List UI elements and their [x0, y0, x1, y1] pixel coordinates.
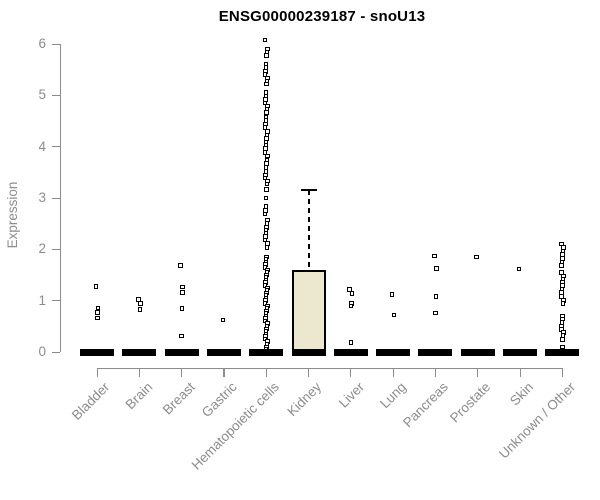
- outlier-point: [348, 303, 354, 309]
- y-tick-label: 5: [38, 87, 46, 103]
- median-bar: [164, 349, 199, 356]
- x-category-label: Bladder: [69, 379, 113, 423]
- outlier-point: [179, 306, 185, 311]
- x-category-label: Lung: [377, 379, 410, 412]
- outlier-point: [138, 300, 143, 306]
- outlier-point: [264, 187, 269, 193]
- outlier-point: [264, 244, 270, 250]
- x-category-label: Kidney: [284, 379, 325, 420]
- median-bar: [418, 349, 453, 356]
- outlier-point: [560, 344, 565, 350]
- x-category-label: Breast: [159, 379, 198, 418]
- median-bar: [503, 349, 537, 356]
- outlier-point: [264, 52, 269, 58]
- outlier-point: [95, 305, 101, 311]
- outlier-point: [389, 292, 395, 297]
- median-bar: [291, 349, 326, 356]
- outlier-point: [95, 310, 100, 315]
- x-category-label: Liver: [335, 379, 367, 411]
- y-tick-mark: [52, 146, 60, 148]
- outlier-point: [560, 337, 565, 342]
- y-tick-mark: [52, 351, 60, 353]
- x-category-label: Prostate: [447, 379, 494, 426]
- outlier-point: [432, 253, 437, 259]
- outlier-point: [474, 254, 479, 260]
- x-tick-mark: [96, 368, 98, 377]
- x-tick-mark: [477, 368, 479, 377]
- x-tick-mark: [138, 368, 140, 377]
- x-tick-mark: [265, 368, 267, 377]
- x-tick-mark: [519, 368, 521, 377]
- outlier-point: [559, 262, 564, 268]
- x-tick-mark: [561, 368, 563, 377]
- y-tick-mark: [52, 248, 60, 251]
- outlier-point: [391, 312, 397, 318]
- outlier-point: [180, 284, 185, 290]
- median-bar: [80, 349, 114, 356]
- y-tick-mark: [52, 43, 60, 45]
- y-tick-mark: [52, 94, 60, 97]
- y-tick-label: 1: [38, 292, 46, 308]
- outlier-point: [262, 37, 268, 43]
- x-tick-mark: [392, 368, 394, 377]
- x-tick-mark: [350, 368, 352, 377]
- median-bar: [206, 349, 241, 356]
- y-axis-line: [60, 44, 62, 352]
- x-tick-mark: [308, 368, 310, 377]
- outlier-point: [264, 181, 270, 187]
- whisker-cap: [300, 188, 317, 191]
- median-bar: [376, 349, 411, 356]
- outlier-point: [95, 315, 100, 321]
- median-bar: [122, 349, 157, 356]
- outlier-point: [137, 307, 143, 312]
- x-category-label: Hematopoietic cells: [188, 379, 283, 473]
- median-bar: [460, 349, 495, 356]
- x-tick-mark: [181, 368, 183, 377]
- outlier-point: [93, 283, 99, 289]
- x-tick-mark: [434, 368, 437, 377]
- outlier-point: [434, 266, 439, 271]
- outlier-point: [349, 291, 355, 296]
- outlier-point: [516, 266, 522, 272]
- y-tick-label: 0: [38, 344, 46, 359]
- y-tick-mark: [52, 197, 60, 199]
- box: [291, 269, 326, 352]
- outlier-point: [262, 211, 268, 217]
- x-category-label: Brain: [122, 379, 156, 413]
- outlier-point: [433, 294, 439, 299]
- outlier-point: [220, 317, 226, 323]
- x-category-label: Unknown / Other: [495, 379, 579, 462]
- outlier-point: [560, 301, 566, 307]
- median-bar: [545, 349, 580, 356]
- outlier-point: [264, 81, 269, 87]
- outlier-point: [348, 340, 354, 346]
- y-tick-label: 3: [38, 190, 46, 205]
- x-tick-mark: [223, 368, 225, 377]
- whisker-line: [307, 189, 310, 270]
- y-tick-label: 4: [38, 138, 46, 154]
- x-category-label: Gastric: [198, 379, 240, 421]
- outlier-point: [179, 333, 184, 339]
- outlier-point: [178, 263, 183, 269]
- median-bar: [333, 349, 368, 356]
- y-axis-title: Expression: [5, 181, 20, 249]
- outlier-point: [263, 195, 269, 201]
- x-axis-line: [97, 368, 563, 370]
- outlier-point: [433, 310, 439, 316]
- y-tick-label: 2: [38, 241, 46, 257]
- y-tick-mark: [52, 300, 60, 302]
- outlier-point: [180, 290, 185, 295]
- chart-title: ENSG00000239187 - snoU13: [218, 8, 426, 25]
- y-tick-label: 6: [38, 36, 46, 51]
- x-category-label: Pancreas: [400, 379, 452, 431]
- median-bar: [249, 349, 284, 356]
- x-category-label: Skin: [506, 379, 536, 409]
